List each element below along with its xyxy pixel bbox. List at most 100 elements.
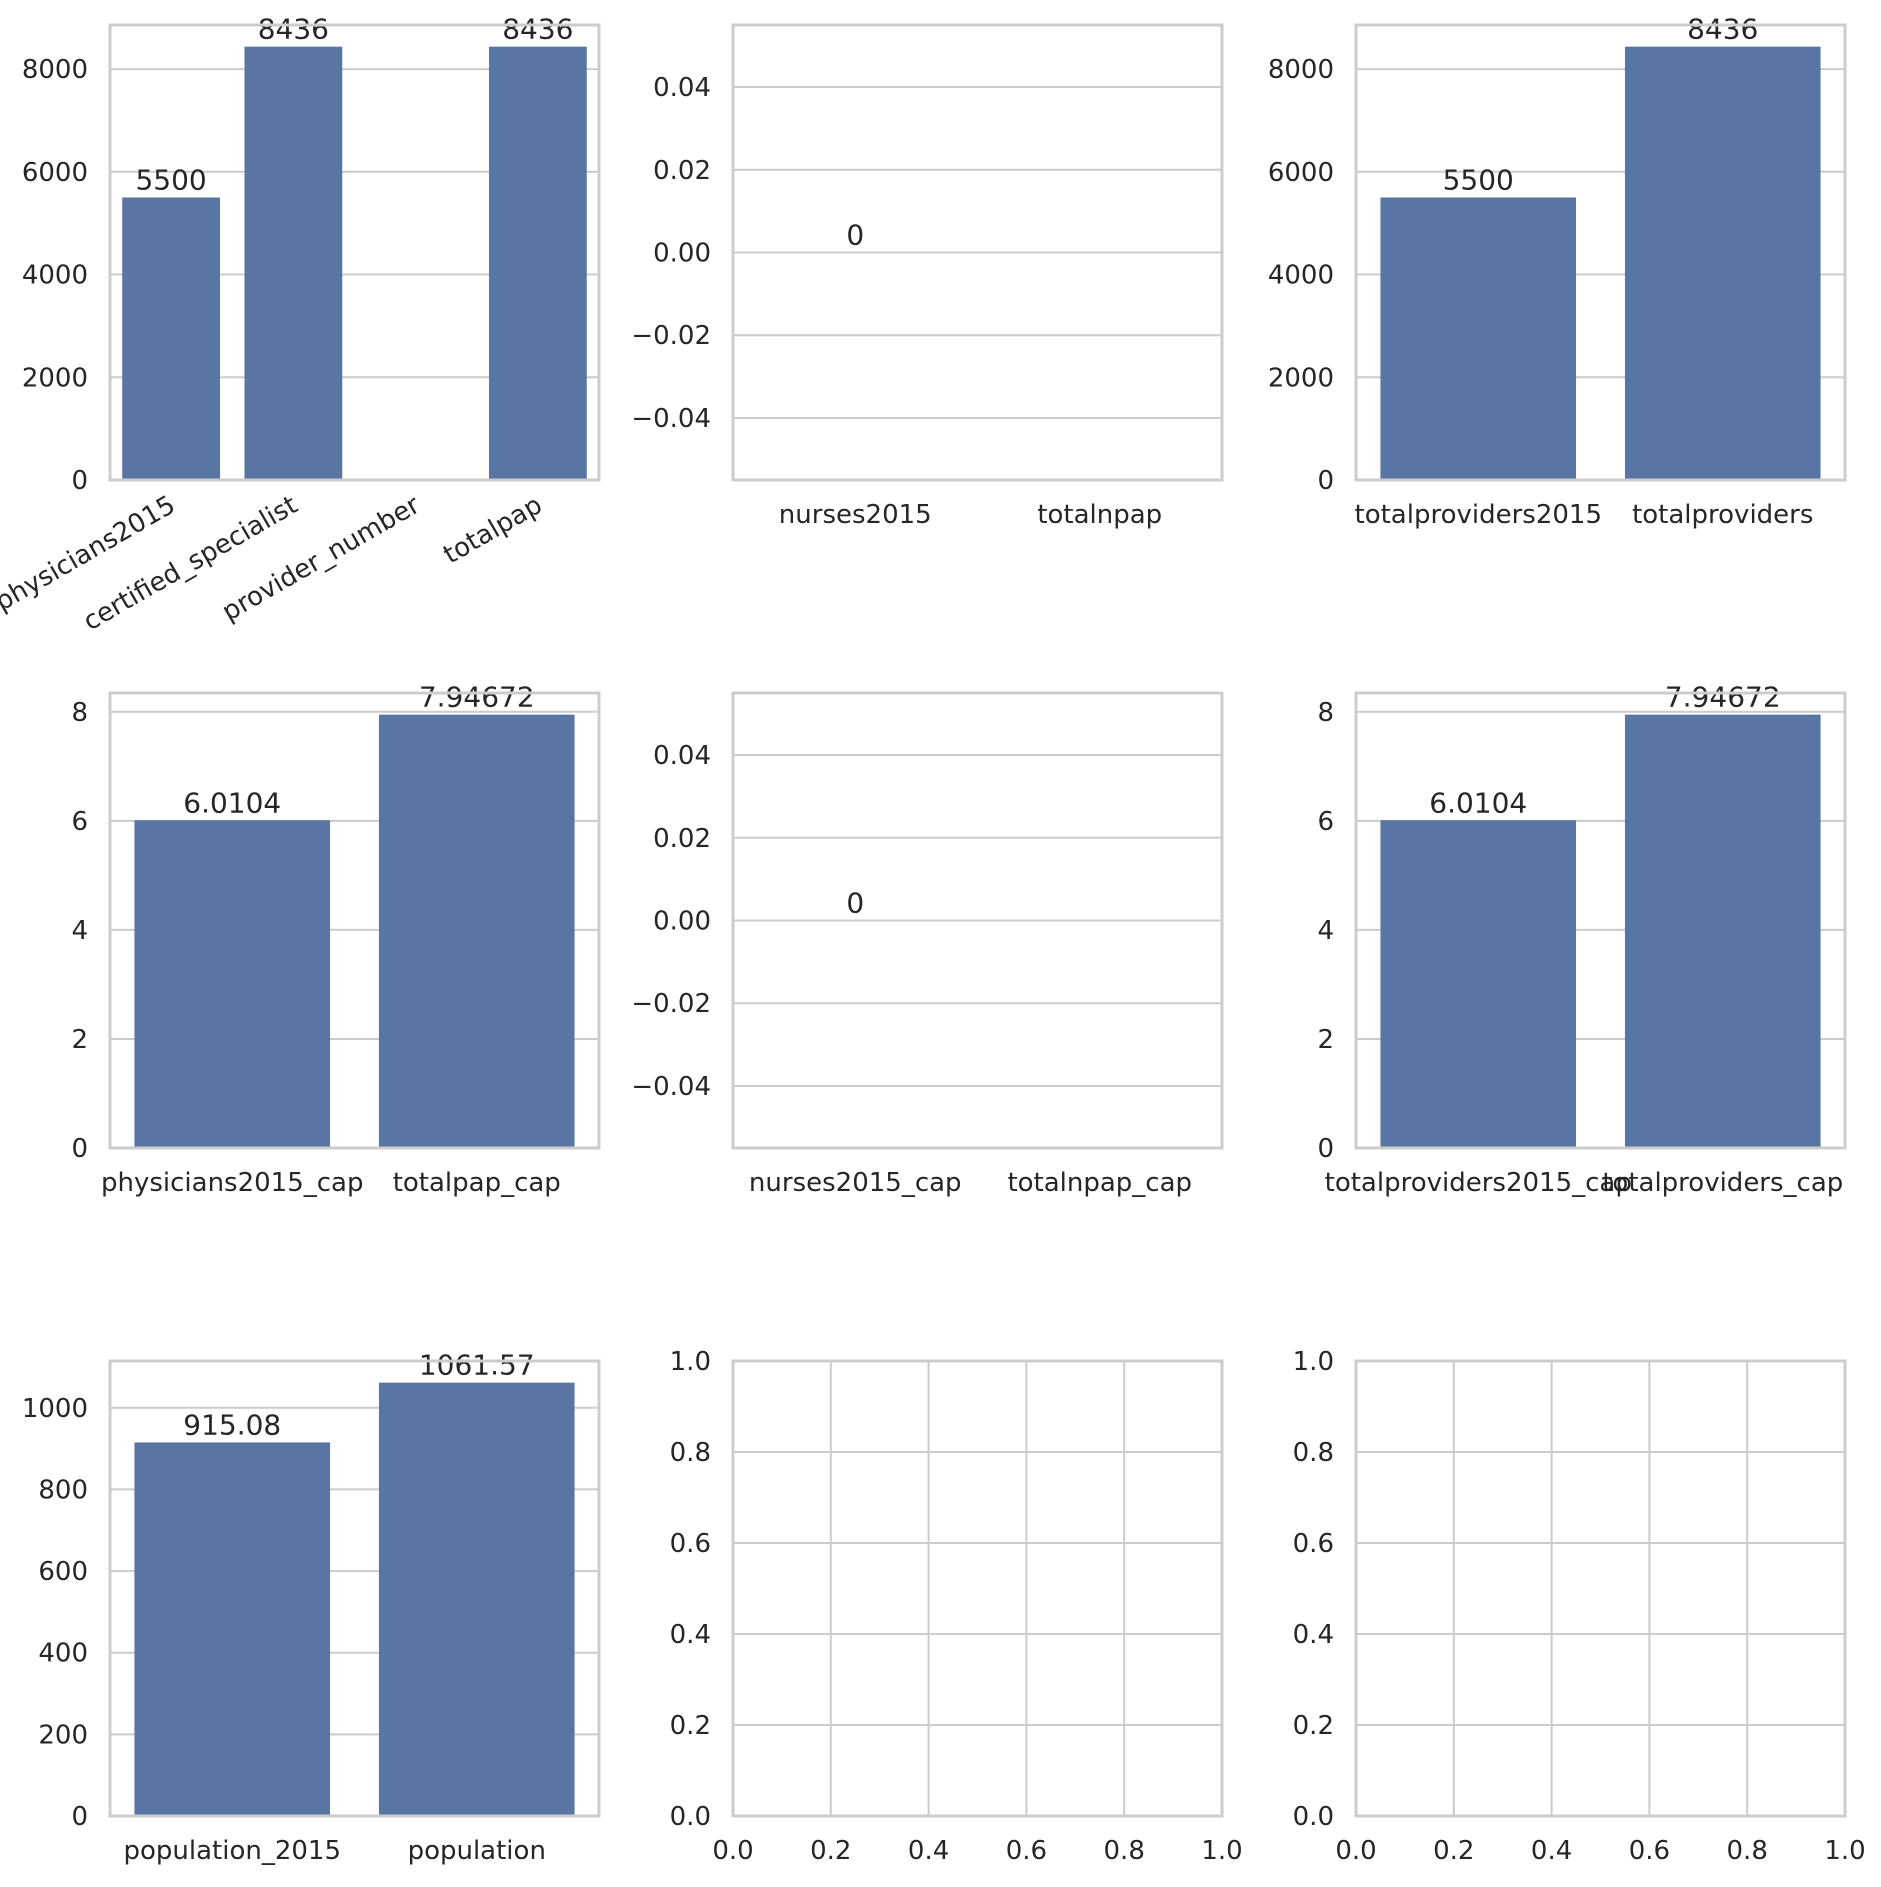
subplot-1: 020004000600080005500physicians20158436c… bbox=[0, 13, 601, 637]
x-tick-label: 0.4 bbox=[1531, 1836, 1572, 1866]
x-tick-label: 0.2 bbox=[810, 1836, 851, 1866]
y-tick-label: 0.2 bbox=[1293, 1711, 1334, 1741]
axes-frame bbox=[108, 1359, 601, 1818]
y-tick-label: 6000 bbox=[1268, 158, 1334, 188]
y-tick-label: 600 bbox=[38, 1557, 88, 1587]
y-tick-label: 4 bbox=[1317, 916, 1334, 946]
y-tick-label: 0.8 bbox=[1293, 1438, 1334, 1468]
y-tick-label: 800 bbox=[38, 1475, 88, 1505]
data-label: 0 bbox=[846, 887, 864, 920]
axes-frame bbox=[1354, 23, 1847, 482]
data-label: 5500 bbox=[135, 163, 206, 196]
x-tick-label: 0.8 bbox=[1104, 1836, 1145, 1866]
y-tick-label: −0.04 bbox=[631, 1072, 711, 1102]
y-tick-label: 0 bbox=[71, 1134, 88, 1164]
data-label: 7.94672 bbox=[1665, 681, 1781, 714]
x-tick-label: physicians2015_cap bbox=[101, 1168, 364, 1198]
y-tick-label: 6 bbox=[1317, 807, 1334, 837]
data-label: 7.94672 bbox=[419, 681, 535, 714]
x-tick-label: totalproviders2015 bbox=[1355, 500, 1603, 530]
y-tick-label: 2 bbox=[1317, 1025, 1334, 1055]
y-tick-label: 1.0 bbox=[670, 1347, 711, 1377]
y-tick-label: 2000 bbox=[1268, 363, 1334, 393]
subplot-2: −0.04 −0.02 0.00 0.02 0.04 0 nurses2015 totalnp… bbox=[631, 23, 1224, 530]
bar-totalproviders_cap bbox=[1624, 714, 1821, 1148]
data-label: 6.0104 bbox=[1429, 786, 1527, 819]
y-tick-label: −0.02 bbox=[631, 321, 711, 351]
x-tick-label: 0.4 bbox=[908, 1836, 949, 1866]
y-tick-label: 0 bbox=[1317, 1134, 1334, 1164]
bar-certified_specialist bbox=[244, 46, 343, 480]
y-tick-label: 0.4 bbox=[670, 1620, 711, 1650]
bar-population bbox=[378, 1382, 575, 1816]
subplot-8: 0.0 0.2 0.4 0.6 0.8 1.0 0.0 0.2 0.4 0.6 0.8 1.0 bbox=[670, 1347, 1243, 1866]
data-label: 6.0104 bbox=[183, 786, 281, 819]
y-tick-label: 0.04 bbox=[653, 73, 711, 103]
y-tick-label: 0.02 bbox=[653, 824, 711, 854]
y-tick-label: 0.6 bbox=[670, 1529, 711, 1559]
x-tick-label: 0.8 bbox=[1727, 1836, 1768, 1866]
x-tick-label: population_2015 bbox=[123, 1836, 341, 1866]
subplot-7: 0 200 400 600 800 1000 915.08 population_2015 10… bbox=[22, 1349, 601, 1866]
y-tick-label: 0 bbox=[71, 466, 88, 496]
x-tick-label: totalproviders2015_cap bbox=[1325, 1168, 1632, 1198]
y-tick-label: 1.0 bbox=[1293, 1347, 1334, 1377]
y-tick-label: 2000 bbox=[22, 363, 88, 393]
bar-physicians2015_cap bbox=[134, 820, 331, 1148]
x-tick-label: totalproviders_cap bbox=[1602, 1168, 1843, 1198]
x-tick-label: provider_number bbox=[217, 490, 425, 628]
y-tick-label: 2 bbox=[71, 1025, 88, 1055]
y-tick-label: 0.00 bbox=[653, 907, 711, 937]
y-tick-label: 0.6 bbox=[1293, 1529, 1334, 1559]
subplot-3: 0 2000 4000 6000 8000 5500 totalproviders2015 8… bbox=[1268, 13, 1847, 530]
y-tick-label: 4000 bbox=[1268, 261, 1334, 291]
axes-frame bbox=[731, 691, 1224, 1150]
y-tick-label: 6000 bbox=[22, 158, 88, 188]
data-label: 8436 bbox=[502, 13, 573, 46]
bar-population_2015 bbox=[134, 1442, 331, 1816]
x-tick-label: 0.6 bbox=[1629, 1836, 1670, 1866]
axes-frame bbox=[1354, 1359, 1847, 1818]
y-tick-label: 0.0 bbox=[1293, 1802, 1334, 1832]
y-tick-label: 0 bbox=[71, 1802, 88, 1832]
y-tick-label: 0.02 bbox=[653, 156, 711, 186]
y-tick-label: 1000 bbox=[22, 1394, 88, 1424]
data-label: 0 bbox=[846, 219, 864, 252]
x-tick-label: certified_specialist bbox=[78, 490, 303, 637]
y-tick-label: 0 bbox=[1317, 466, 1334, 496]
data-label: 5500 bbox=[1443, 163, 1514, 196]
subplot-4: 0 2 4 6 8 6.0104 physicians2015_cap 7.94672 tota… bbox=[71, 681, 601, 1198]
y-tick-label: 0.8 bbox=[670, 1438, 711, 1468]
y-tick-label: 6 bbox=[71, 807, 88, 837]
bar-totalproviders2015_cap bbox=[1380, 820, 1577, 1148]
x-tick-label: totalproviders bbox=[1632, 500, 1813, 530]
y-tick-label: 4000 bbox=[22, 261, 88, 291]
x-tick-label: nurses2015 bbox=[779, 500, 932, 530]
data-label: 8436 bbox=[258, 13, 329, 46]
data-label: 1061.57 bbox=[419, 1349, 535, 1382]
x-tick-label: population bbox=[408, 1836, 546, 1866]
x-tick-label: totalpap_cap bbox=[393, 1168, 561, 1198]
x-tick-label: 0.6 bbox=[1006, 1836, 1047, 1866]
axes-frame bbox=[731, 1359, 1224, 1818]
x-tick-label: 1.0 bbox=[1824, 1836, 1865, 1866]
subplot-6: 0 2 4 6 8 6.0104 totalproviders2015_cap 7.94672… bbox=[1317, 681, 1847, 1198]
bar-totalproviders bbox=[1624, 46, 1821, 480]
axes-frame bbox=[731, 23, 1224, 482]
axes-frame bbox=[108, 23, 601, 482]
y-tick-label: 0.00 bbox=[653, 239, 711, 269]
x-tick-label: totalpap bbox=[438, 490, 547, 570]
bar-totalproviders2015 bbox=[1380, 197, 1577, 481]
x-tick-label: 0.0 bbox=[712, 1836, 753, 1866]
y-tick-label: 8000 bbox=[22, 55, 88, 85]
y-tick-label: 200 bbox=[38, 1720, 88, 1750]
axes-frame bbox=[1354, 691, 1847, 1150]
x-tick-label: totalnpap bbox=[1037, 500, 1162, 530]
x-tick-label: 0.0 bbox=[1335, 1836, 1376, 1866]
x-tick-label: 1.0 bbox=[1201, 1836, 1242, 1866]
x-tick-label: nurses2015_cap bbox=[749, 1168, 962, 1198]
y-tick-label: 0.2 bbox=[670, 1711, 711, 1741]
subplot-5: −0.04 −0.02 0.00 0.02 0.04 0 nurses2015_cap tot… bbox=[631, 691, 1224, 1198]
bar-totalpap bbox=[488, 46, 587, 480]
